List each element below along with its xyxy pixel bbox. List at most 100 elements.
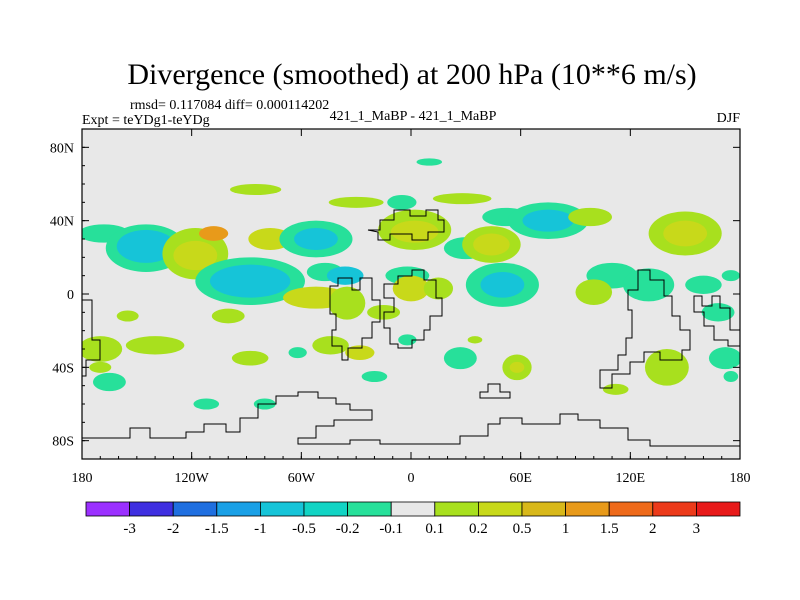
east-africa-outline bbox=[479, 383, 511, 399]
contour-blob bbox=[328, 196, 384, 208]
y-tick-label: 40N bbox=[50, 215, 74, 230]
contour-blob bbox=[432, 193, 492, 205]
indo-pacific-outline bbox=[599, 269, 691, 389]
contour-blob bbox=[467, 336, 483, 344]
contour-blob bbox=[328, 286, 366, 320]
contour-blob bbox=[423, 277, 454, 300]
contour-blob bbox=[416, 158, 443, 166]
contour-blob bbox=[387, 195, 417, 210]
contour-blob bbox=[575, 279, 613, 305]
contour-fill-layer bbox=[82, 158, 740, 410]
colorbar: -3 -2 -1.5 -1 -0.5 -0.2 -0.1 0.1 0.2 0.5 1 1.5 2 3 bbox=[85, 501, 741, 537]
colorbar-label: 1.5 bbox=[600, 521, 619, 537]
contour-blob bbox=[663, 220, 708, 247]
axis-ticks: 180 120W 60W 0 60E 120E 180 80N 40N 0 40S 80S bbox=[50, 128, 751, 486]
colorbar-label: -0.5 bbox=[292, 521, 316, 537]
contour-blob bbox=[509, 361, 525, 373]
colorbar-swatch bbox=[129, 501, 174, 517]
colorbar-swatch bbox=[608, 501, 654, 517]
colorbar-swatch bbox=[85, 501, 130, 517]
north-america-outline bbox=[367, 209, 445, 241]
contour-blob bbox=[390, 220, 439, 243]
contour-blob bbox=[361, 371, 388, 382]
colorbar-swatch bbox=[216, 501, 261, 517]
contour-blob bbox=[312, 336, 349, 355]
contour-blob bbox=[345, 345, 375, 360]
chart-title: Divergence (smoothed) at 200 hPa (10**6 … bbox=[127, 58, 696, 91]
contour-blob bbox=[723, 371, 739, 382]
colorbar-label: 0.1 bbox=[425, 521, 444, 537]
x-tick-label: 180 bbox=[72, 471, 93, 486]
south-america-outline bbox=[329, 277, 381, 361]
colorbar-swatch bbox=[521, 501, 566, 517]
colorbar-label: -1 bbox=[254, 521, 267, 537]
colorbar-swatch bbox=[390, 501, 436, 517]
contour-blob bbox=[473, 233, 510, 256]
colorbar-label: 3 bbox=[693, 521, 701, 537]
polar-coastline bbox=[82, 391, 740, 447]
y-tick-label: 40S bbox=[52, 361, 74, 376]
contour-blob bbox=[82, 336, 123, 362]
x-tick-label: 60W bbox=[288, 471, 316, 486]
contour-blob bbox=[392, 275, 430, 302]
colorbar-swatch bbox=[434, 501, 479, 517]
contour-blob bbox=[116, 229, 176, 263]
colorbar-label: -0.2 bbox=[336, 521, 360, 537]
y-tick-label: 80N bbox=[50, 141, 74, 156]
colorbar-label: -0.1 bbox=[379, 521, 403, 537]
west-edge-outline bbox=[82, 299, 101, 377]
contour-blob bbox=[173, 240, 218, 271]
colorbar-swatch bbox=[303, 501, 348, 517]
contour-blob bbox=[602, 383, 629, 395]
colorbar-swatch bbox=[347, 501, 392, 517]
contour-blob bbox=[231, 350, 269, 366]
colorbar-swatch bbox=[477, 501, 523, 517]
contour-blob bbox=[116, 310, 139, 322]
x-tick-label: 60E bbox=[509, 471, 532, 486]
y-tick-label: 0 bbox=[67, 288, 74, 303]
y-tick-label: 80S bbox=[52, 435, 74, 450]
contour-blob bbox=[623, 268, 675, 302]
contour-blob bbox=[480, 272, 525, 298]
season-label: DJF bbox=[717, 111, 741, 126]
colorbar-label: 0.2 bbox=[469, 521, 488, 537]
colorbar-swatch bbox=[259, 501, 305, 517]
colorbar-label: -2 bbox=[167, 521, 180, 537]
contour-blob bbox=[89, 361, 112, 373]
colorbar-swatch bbox=[172, 501, 218, 517]
continent-outlines bbox=[82, 209, 740, 447]
contour-blob bbox=[644, 349, 689, 386]
colorbar-swatch bbox=[565, 501, 610, 517]
contour-blob bbox=[230, 184, 282, 195]
colorbar-label: -3 bbox=[123, 521, 136, 537]
west-pacific-outline bbox=[693, 295, 740, 347]
comparison-label: 421_1_MaBP - 421_1_MaBP bbox=[330, 109, 497, 124]
colorbar-label: 1 bbox=[562, 521, 570, 537]
contour-blob bbox=[198, 226, 229, 241]
contour-blob bbox=[193, 398, 220, 410]
contour-blob bbox=[568, 207, 613, 227]
x-tick-label: 0 bbox=[408, 471, 415, 486]
colorbar-label: 2 bbox=[649, 521, 657, 537]
stats-label: rmsd= 0.117084 diff= 0.000114202 bbox=[130, 98, 329, 113]
contour-blob bbox=[685, 275, 722, 295]
contour-blob bbox=[294, 228, 338, 250]
colorbar-label: -1.5 bbox=[205, 521, 229, 537]
contour-blob bbox=[211, 308, 245, 324]
contour-blob bbox=[125, 336, 185, 355]
africa-outline bbox=[383, 269, 443, 349]
contour-blob bbox=[708, 347, 740, 370]
contour-blob bbox=[721, 270, 740, 282]
x-tick-label: 180 bbox=[730, 471, 751, 486]
colorbar-swatch bbox=[652, 501, 697, 517]
contour-blob bbox=[326, 266, 364, 285]
colorbar-swatch bbox=[696, 501, 741, 517]
contour-blob bbox=[92, 372, 126, 392]
contour-blob bbox=[443, 347, 477, 370]
contour-blob bbox=[288, 347, 307, 359]
experiment-label: Expt = teYDg1-teYDg bbox=[82, 113, 210, 128]
contour-blob bbox=[522, 209, 574, 232]
x-tick-label: 120E bbox=[616, 471, 646, 486]
